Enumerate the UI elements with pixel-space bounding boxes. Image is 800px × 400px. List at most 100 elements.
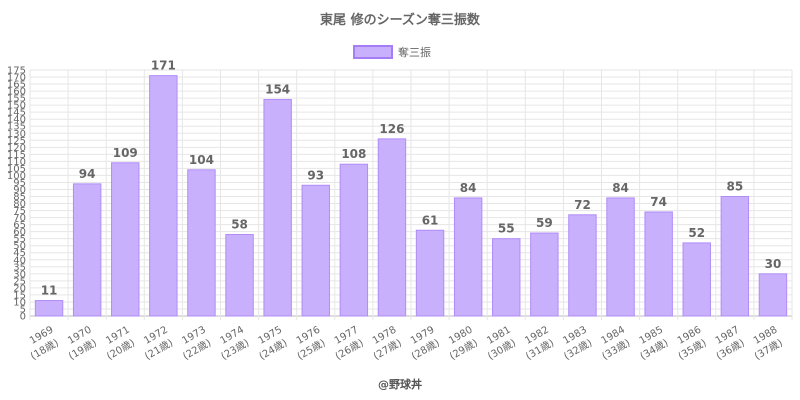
data-label: 55 — [498, 222, 515, 236]
x-tick-label: 1976(25歳) — [295, 325, 328, 363]
y-tick-label: 100 — [7, 171, 26, 182]
x-tick-label: 1987(36歳) — [714, 325, 747, 363]
x-tick-label: 1971(20歳) — [104, 325, 137, 363]
x-tick-label: 1970(19歳) — [66, 325, 99, 363]
bar[interactable] — [34, 300, 64, 317]
legend[interactable]: 奪三振 — [353, 45, 431, 59]
bar[interactable] — [720, 196, 750, 317]
x-tick-label: 1981(30歳) — [485, 325, 518, 363]
bar[interactable] — [568, 214, 597, 317]
y-tick-label: 85 — [13, 192, 26, 203]
data-label: 84 — [612, 181, 629, 195]
y-tick-label: 160 — [7, 87, 26, 98]
x-tick-label: 1969(18歳) — [28, 325, 61, 363]
x-tick-label: 1977(26歳) — [333, 325, 366, 363]
data-label: 72 — [574, 198, 591, 212]
y-tick-label: 150 — [7, 101, 26, 112]
legend-label: 奪三振 — [398, 45, 431, 59]
data-label: 11 — [41, 284, 58, 298]
x-tick-label: 1973(22歳) — [180, 325, 213, 363]
y-tick-label: 170 — [7, 73, 26, 84]
data-label: 61 — [422, 213, 439, 227]
data-label: 104 — [189, 153, 214, 167]
y-tick-label: 80 — [13, 199, 26, 210]
bar[interactable] — [111, 162, 140, 317]
y-tick-label: 30 — [13, 269, 26, 280]
y-tick-label: 110 — [7, 157, 26, 168]
y-tick-label: 60 — [13, 227, 26, 238]
y-tick-label: 95 — [13, 178, 26, 189]
x-tick-label: 1984(33歳) — [600, 325, 633, 363]
x-tick-label: 1979(28歳) — [409, 325, 442, 363]
x-axis: 1969(18歳)1970(19歳)1971(20歳)1972(21歳)1973… — [28, 325, 785, 363]
data-label: 30 — [765, 257, 782, 271]
x-tick-label: 1986(35歳) — [676, 325, 709, 363]
y-tick-label: 25 — [13, 276, 26, 287]
y-tick-label: 175 — [7, 66, 26, 77]
data-label: 58 — [231, 217, 248, 231]
y-axis: 0510152025303540455055606570758085909510… — [7, 66, 26, 323]
y-tick-label: 0 — [20, 312, 26, 323]
data-label: 109 — [113, 146, 138, 160]
y-tick-label: 55 — [13, 234, 26, 245]
data-label: 154 — [265, 83, 290, 97]
grid — [29, 69, 793, 320]
x-tick-label: 1978(27歳) — [371, 325, 404, 363]
y-tick-label: 145 — [7, 108, 26, 119]
data-label: 94 — [79, 167, 96, 181]
bar[interactable] — [377, 138, 407, 317]
y-tick-label: 140 — [7, 115, 26, 126]
data-label: 52 — [688, 226, 705, 240]
bar[interactable] — [149, 75, 178, 317]
x-tick-label: 1975(24歳) — [257, 325, 290, 363]
bars — [34, 75, 788, 317]
bar[interactable] — [758, 273, 788, 317]
chart-title: 東尾 修のシーズン奪三振数 — [320, 12, 481, 28]
bar[interactable] — [339, 163, 369, 317]
bar[interactable] — [453, 197, 483, 317]
bar[interactable] — [187, 169, 216, 317]
y-tick-label: 65 — [13, 220, 26, 231]
y-tick-label: 40 — [13, 255, 26, 266]
data-label: 74 — [650, 195, 667, 209]
x-tick-label: 1985(34歳) — [638, 325, 671, 363]
data-labels: 11 94 109 171 104 58 154 93 108 126 61 84 55 59 72 84 74… — [41, 59, 782, 298]
y-tick-label: 50 — [13, 241, 26, 252]
bar[interactable] — [72, 183, 102, 317]
data-label: 108 — [341, 147, 366, 161]
x-tick-label: 1988(37歳) — [752, 325, 785, 363]
bar[interactable] — [606, 197, 635, 317]
bar[interactable] — [225, 233, 254, 317]
y-tick-label: 90 — [13, 185, 26, 196]
y-tick-label: 70 — [13, 213, 26, 224]
y-tick-label: 35 — [13, 262, 26, 273]
x-tick-label: 1974(23歳) — [219, 325, 252, 363]
y-tick-label: 15 — [13, 290, 26, 301]
y-tick-label: 155 — [7, 94, 26, 105]
y-tick-label: 10 — [13, 297, 26, 308]
x-tick-label: 1980(29歳) — [447, 325, 480, 363]
bar[interactable] — [530, 232, 559, 317]
data-label: 84 — [460, 181, 477, 195]
y-tick-label: 75 — [13, 206, 26, 217]
x-tick-label: 1972(21歳) — [142, 325, 175, 363]
y-tick-label: 130 — [7, 129, 26, 140]
data-label: 171 — [151, 59, 176, 73]
bar[interactable] — [682, 242, 711, 317]
y-tick-label: 115 — [7, 150, 26, 161]
y-tick-label: 165 — [7, 80, 26, 91]
x-tick-label: 1983(32歳) — [561, 325, 594, 363]
y-tick-label: 135 — [7, 122, 26, 133]
bar[interactable] — [492, 238, 521, 317]
credit-text: @野球丼 — [378, 377, 422, 391]
bar[interactable] — [415, 229, 445, 317]
y-tick-label: 120 — [7, 143, 26, 154]
bar[interactable] — [301, 184, 330, 317]
x-tick-label: 1982(31歳) — [523, 325, 556, 363]
bar[interactable] — [644, 211, 673, 317]
bar[interactable] — [263, 99, 292, 317]
y-tick-label: 20 — [13, 283, 26, 294]
data-label: 59 — [536, 216, 553, 230]
